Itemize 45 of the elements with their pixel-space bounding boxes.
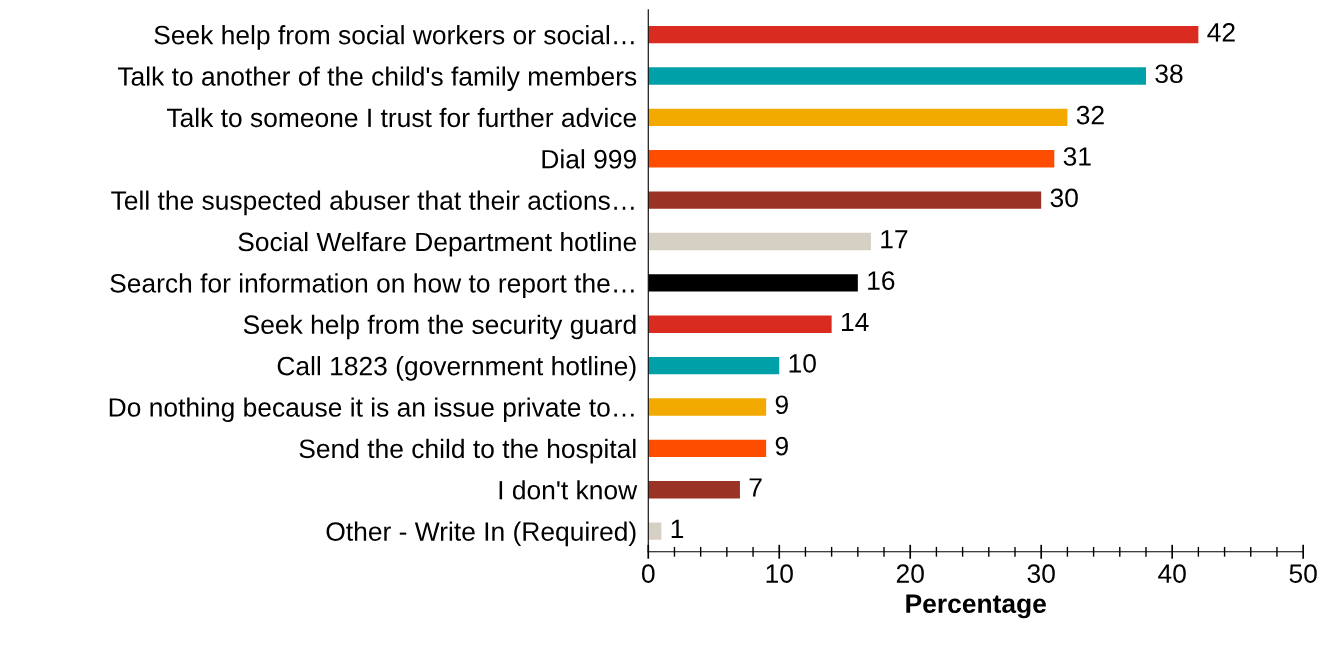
bar <box>648 315 832 333</box>
bar <box>648 481 740 499</box>
y-tick-label: I don't know <box>499 480 638 500</box>
data-label: 31 <box>1063 147 1091 166</box>
data-label: 10 <box>789 354 816 373</box>
bar <box>648 67 1146 85</box>
y-tick-label: Dial 999 <box>542 149 636 169</box>
bar <box>648 191 1042 209</box>
bar <box>648 108 1068 127</box>
data-label: 14 <box>841 312 869 332</box>
bar <box>648 398 767 416</box>
data-label: 9 <box>775 395 788 415</box>
y-tick-label: Tell the suspected abuser that their actions… <box>111 190 634 216</box>
data-label: 38 <box>1155 64 1183 84</box>
x-tick-label: 50 <box>1289 564 1317 583</box>
y-tick-label: Talk to another of the child's family members <box>117 66 637 92</box>
data-label: 16 <box>868 271 895 290</box>
x-axis-title: Percentage <box>906 594 1046 619</box>
x-tick-label: 0 <box>641 564 655 583</box>
bar <box>648 25 1199 44</box>
bar <box>648 356 780 375</box>
y-tick-label: Seek help from the security guard <box>243 314 636 340</box>
y-tick-label: Do nothing because it is an issue private to… <box>109 397 634 423</box>
y-tick-label: Search for information on how to report the… <box>110 273 634 298</box>
y-tick-label: Talk to someone I trust for further advice <box>166 107 637 128</box>
data-label: 30 <box>1050 188 1078 208</box>
y-tick-label: Social Welfare Department hotline <box>238 231 637 257</box>
y-tick-label: Other - Write In (Required) <box>326 521 636 547</box>
data-label: 17 <box>881 230 908 249</box>
data-label: 9 <box>775 436 788 456</box>
data-label: 42 <box>1207 23 1235 42</box>
y-tick-label: Call 1823 (government hotline) <box>277 356 636 381</box>
x-tick-label: 20 <box>896 564 924 583</box>
y-tick-label: Seek help from social workers or social… <box>154 25 634 50</box>
data-label: 32 <box>1076 105 1104 125</box>
x-tick-label: 10 <box>766 564 793 583</box>
y-tick-label: Send the child to the hospital <box>299 438 636 464</box>
data-label: 1 <box>671 519 684 538</box>
bar <box>648 150 1055 168</box>
x-tick-label: 30 <box>1027 564 1055 583</box>
bar <box>648 439 767 458</box>
data-label: 7 <box>749 478 762 497</box>
x-tick-label: 40 <box>1158 564 1186 583</box>
bar <box>648 232 871 251</box>
bar <box>648 522 662 540</box>
